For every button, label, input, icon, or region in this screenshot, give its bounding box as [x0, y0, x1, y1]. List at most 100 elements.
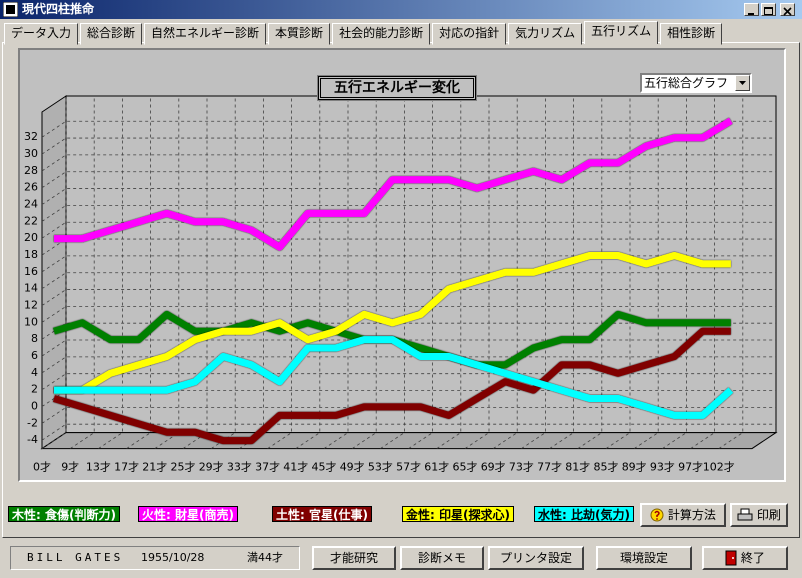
person-name: BILL GATES [27, 551, 124, 564]
footer-button[interactable]: 診断メモ [400, 546, 484, 570]
x-tick-label: 65才 [453, 460, 478, 474]
x-tick-label: 33才 [227, 460, 252, 474]
active-tab[interactable]: 五行リズム [584, 21, 659, 44]
x-grid-line [718, 96, 744, 449]
tab-bar: データ入力 総合診断 自然エネルギー診断 本質診断 社会的能力診断 対応の指針 … [4, 21, 724, 45]
close-button[interactable] [780, 3, 795, 16]
y-tick-label: 16 [24, 265, 38, 278]
x-grid-line [267, 96, 293, 449]
x-tick-label: 69才 [481, 460, 506, 474]
y-tick-label: 8 [31, 332, 38, 345]
x-tick-label: 49才 [340, 460, 365, 474]
tab[interactable]: 本質診断 [268, 23, 331, 45]
y-tick-label: 4 [31, 366, 38, 379]
calc-method-button[interactable]: 計算方法 [640, 503, 726, 527]
print-button[interactable]: 印刷 [730, 503, 788, 527]
x-tick-label: 21才 [142, 460, 167, 474]
tab[interactable]: 社会的能力診断 [332, 23, 431, 45]
x-tick-label: 0才 [33, 460, 51, 474]
x-grid-line [239, 96, 264, 449]
tab[interactable]: 総合診断 [80, 23, 143, 45]
button-label: 計算方法 [667, 508, 716, 522]
graph-select-value: 五行総合グラフ [644, 76, 729, 90]
x-grid-line [210, 96, 236, 449]
ribbon-line [54, 336, 734, 419]
y-tick-label: 14 [24, 282, 38, 295]
y-tick-label: 18 [24, 248, 38, 261]
x-tick-label: 29才 [199, 460, 224, 474]
legend-entry: 金性: 印星(探求心) [402, 506, 514, 522]
y-tick-label: -2 [27, 416, 38, 429]
back-wall [65, 95, 777, 434]
button-label: 印刷 [756, 508, 781, 522]
window-title: 現代四柱推命 [22, 2, 95, 16]
x-grid-line [662, 96, 687, 449]
status-bar: BILL GATES 1955/10/28 満44才 [10, 546, 300, 570]
ribbon-line [53, 327, 731, 445]
x-tick-label: 57才 [396, 460, 421, 474]
x-grid-line [126, 96, 152, 449]
maximize-button[interactable] [761, 3, 776, 16]
x-tick-label: 45才 [312, 460, 337, 474]
ribbon-line [54, 252, 731, 394]
tab[interactable]: 相性診断 [660, 23, 723, 45]
x-grid-line [633, 96, 659, 449]
x-grid-line [323, 96, 349, 449]
x-tick-label: 9才 [61, 460, 79, 474]
x-grid-line [464, 96, 490, 449]
y-tick-label: 26 [24, 181, 38, 194]
app-icon [3, 2, 18, 17]
x-tick-label: 97才 [678, 460, 703, 474]
y-tick-label: 6 [31, 349, 38, 362]
x-grid-line [98, 96, 123, 449]
legend-entry: 水性: 比劫(気力) [534, 506, 634, 522]
minimize-button[interactable] [744, 3, 759, 16]
x-grid-line [182, 96, 208, 449]
y-tick-label: 0 [31, 400, 38, 413]
x-grid-line [154, 96, 180, 449]
x-grid-line [408, 96, 434, 449]
y-tick-label: 10 [24, 315, 38, 328]
exit-button[interactable]: 終了 [702, 546, 788, 570]
x-tick-label: 25才 [171, 460, 196, 474]
y-tick-label: 22 [24, 214, 38, 227]
x-grid-line [521, 96, 546, 449]
legend-entry: 火性: 財星(商売) [138, 506, 238, 522]
tab[interactable]: データ入力 [4, 23, 79, 45]
y-tick-label: 20 [24, 231, 38, 244]
x-tick-label: 102才 [703, 460, 735, 474]
chart-title: 五行エネルギー変化 [317, 75, 477, 101]
tab[interactable]: 自然エネルギー診断 [144, 23, 267, 45]
y-tick-label: -4 [27, 433, 38, 446]
title-bar: 現代四柱推命 [0, 0, 802, 19]
x-grid-line [295, 96, 321, 449]
x-tick-label: 93才 [650, 460, 675, 474]
x-grid-line [351, 96, 377, 449]
button-label: 終了 [740, 551, 765, 565]
x-tick-label: 53才 [368, 460, 393, 474]
x-tick-label: 89才 [622, 460, 647, 474]
footer-button[interactable]: プリンタ設定 [488, 546, 584, 570]
x-grid-line [436, 96, 462, 449]
x-grid-line [492, 96, 518, 449]
x-grid-line [380, 96, 405, 449]
left-wall [41, 95, 67, 450]
graph-select[interactable]: 五行総合グラフ [640, 73, 752, 93]
footer-button[interactable]: 才能研究 [312, 546, 396, 570]
x-tick-label: 77才 [537, 460, 562, 474]
legend-entry: 土性: 官星(仕事) [272, 506, 372, 522]
birth-date: 1955/10/28 [141, 551, 205, 564]
age: 満44才 [247, 551, 283, 564]
y-tick-label: 28 [24, 164, 38, 177]
dropdown-arrow[interactable] [735, 75, 750, 91]
y-tick-label: 24 [24, 198, 38, 211]
footer-button[interactable]: 環境設定 [596, 546, 692, 570]
tab[interactable]: 気力リズム [508, 23, 583, 45]
x-tick-label: 37才 [255, 460, 280, 474]
tab[interactable]: 対応の指針 [432, 23, 507, 45]
x-grid-line [577, 96, 603, 449]
x-tick-label: 61才 [424, 460, 449, 474]
x-tick-label: 81才 [565, 460, 590, 474]
